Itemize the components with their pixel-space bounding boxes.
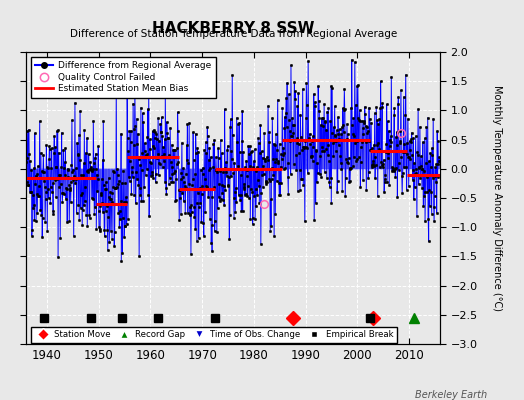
- Text: Difference of Station Temperature Data from Regional Average: Difference of Station Temperature Data f…: [70, 29, 397, 39]
- Legend: Station Move, Record Gap, Time of Obs. Change, Empirical Break: Station Move, Record Gap, Time of Obs. C…: [30, 327, 397, 343]
- Y-axis label: Monthly Temperature Anomaly Difference (°C): Monthly Temperature Anomaly Difference (…: [492, 85, 501, 311]
- Title: HACKBERRY 8 SSW: HACKBERRY 8 SSW: [152, 20, 314, 36]
- Text: Berkeley Earth: Berkeley Earth: [415, 390, 487, 400]
